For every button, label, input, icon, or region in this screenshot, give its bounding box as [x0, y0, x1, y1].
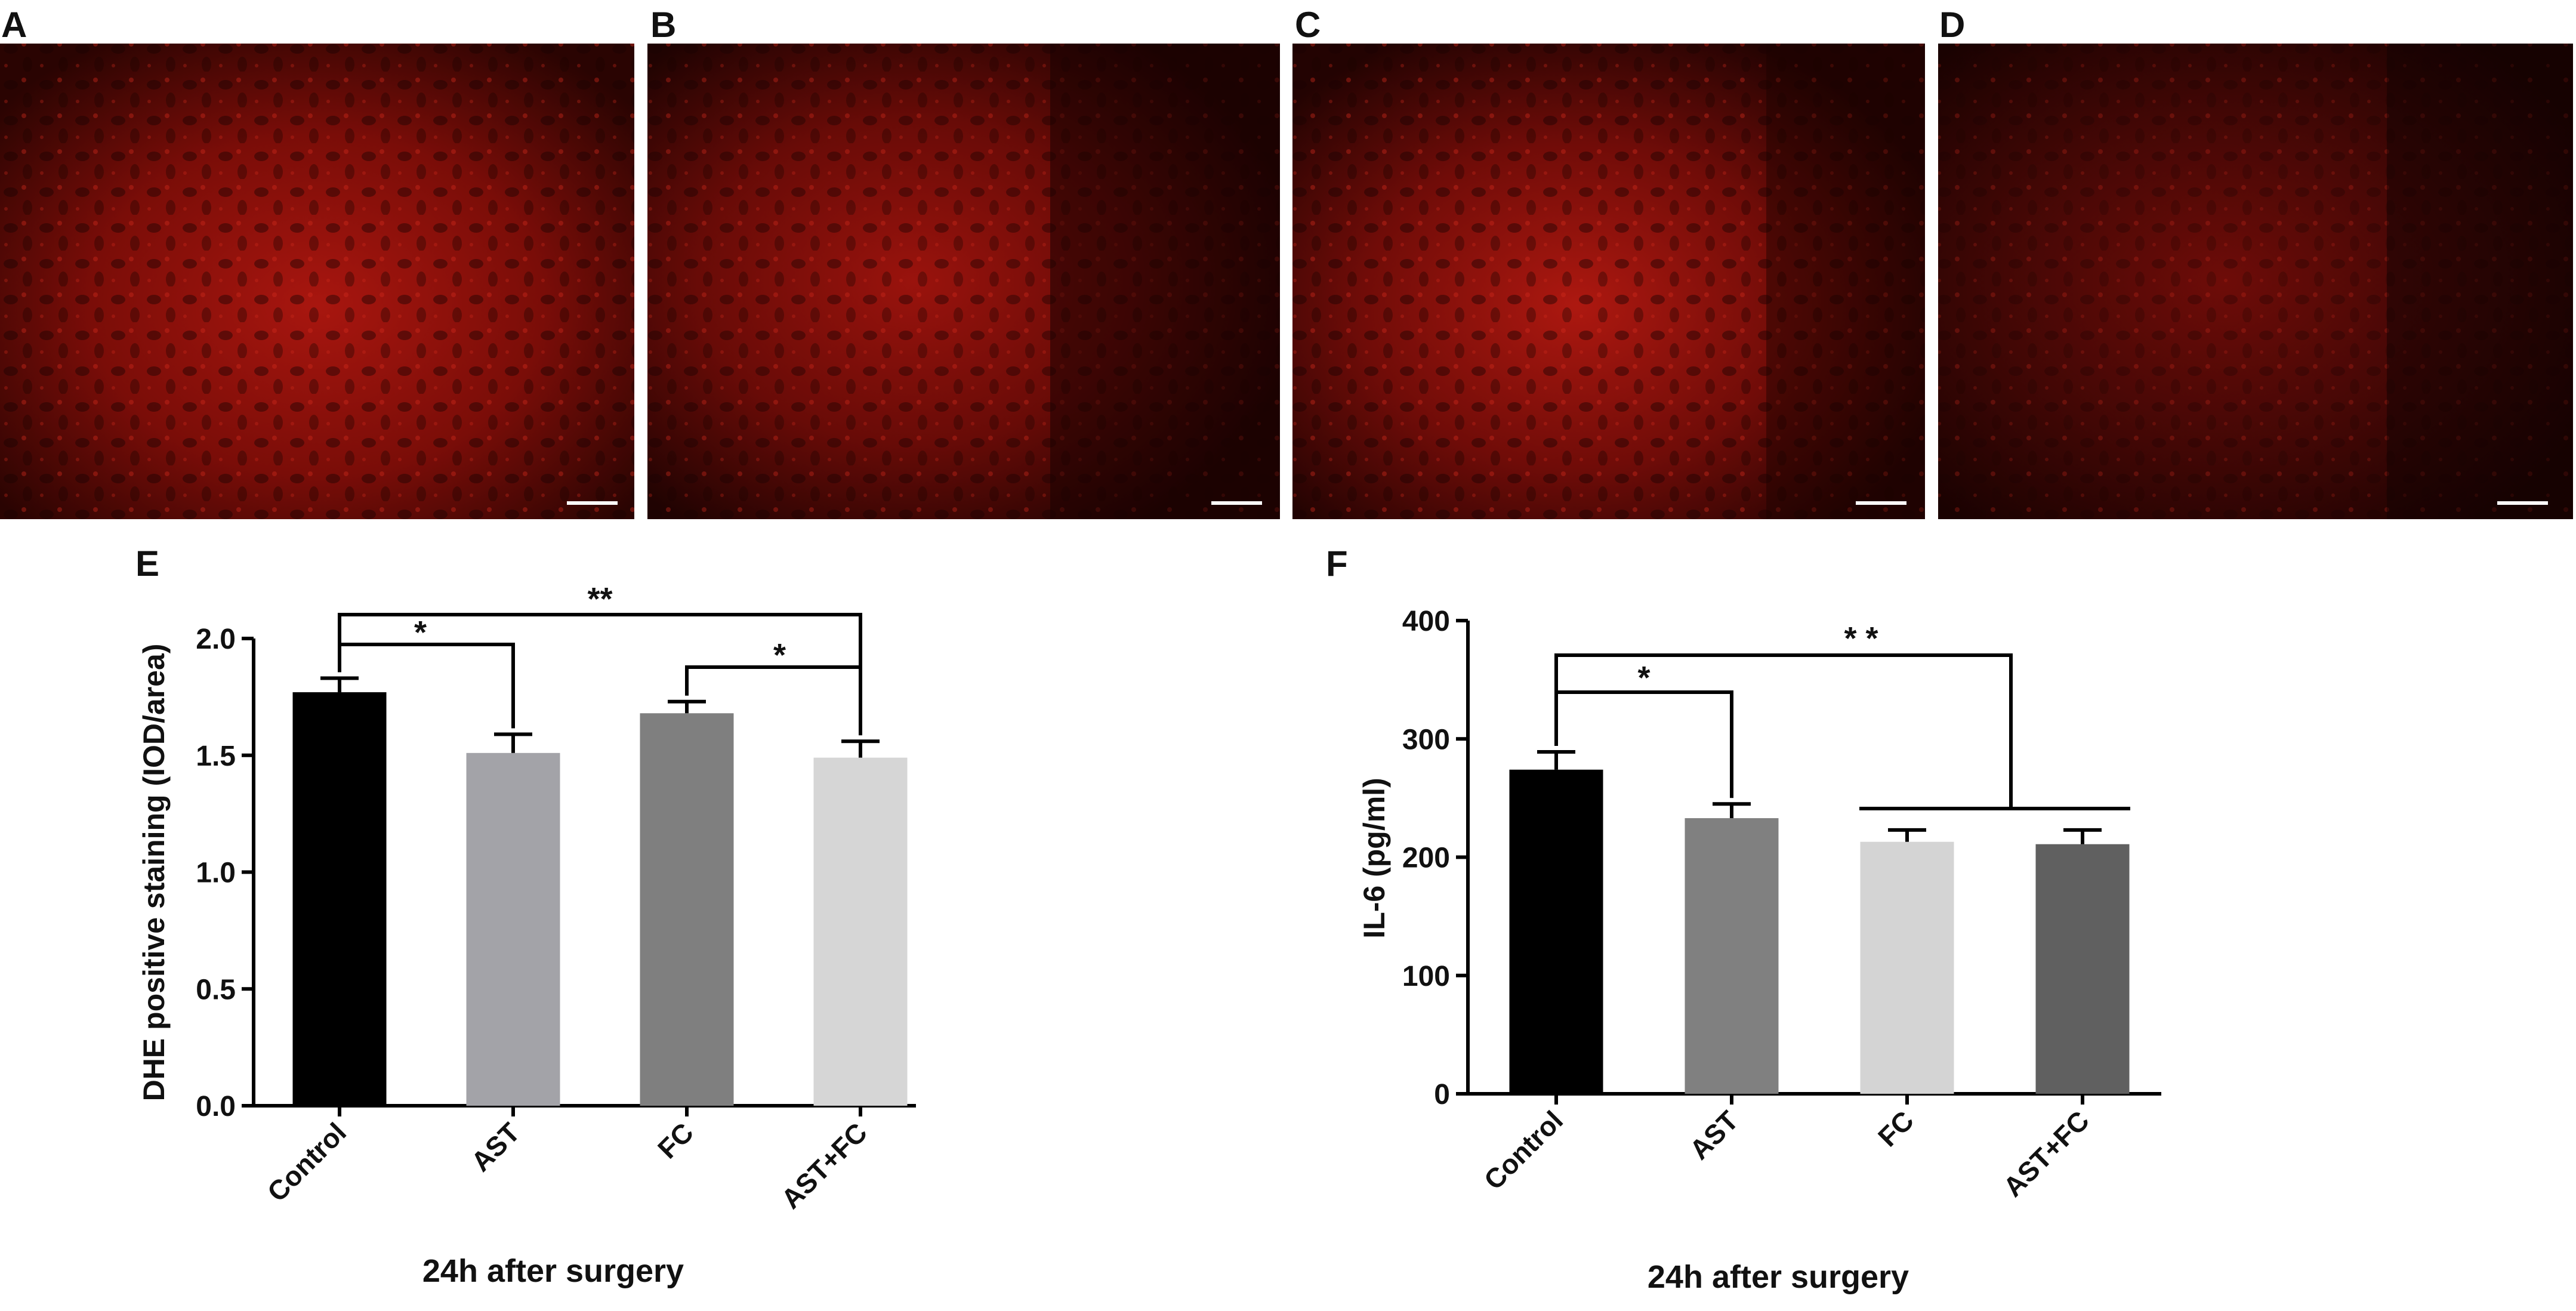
- bar-control: [1509, 769, 1603, 1094]
- category-label: Control: [1478, 1105, 1569, 1195]
- x-axis-title: 24h after surgery: [422, 1253, 684, 1289]
- scale-bar: [2497, 501, 2548, 505]
- category-label: AST: [465, 1116, 526, 1177]
- y-axis-title: DHE positive staining (IOD/area): [137, 644, 171, 1102]
- scale-bar: [567, 501, 618, 505]
- micrograph-panel-a: [0, 44, 634, 519]
- significance-label: *: [773, 637, 786, 673]
- panel-label-b: B: [650, 5, 676, 45]
- micrograph-panel-d: [1938, 44, 2573, 519]
- bar-ast: [1685, 818, 1779, 1094]
- y-tick-label: 1.0: [196, 857, 236, 889]
- significance-label: *: [414, 615, 427, 650]
- significance-bracket: [340, 643, 515, 729]
- scale-bar: [1856, 501, 1906, 505]
- significance-bracket: [685, 665, 860, 696]
- micrograph-panel-c: [1292, 44, 1925, 519]
- scale-bar: [1211, 501, 1262, 505]
- bar-fc: [1860, 841, 1954, 1094]
- category-label: FC: [652, 1116, 699, 1164]
- panel-label-a: A: [1, 5, 27, 45]
- category-label: Control: [261, 1116, 352, 1207]
- y-tick-label: 200: [1402, 843, 1450, 874]
- y-tick-label: 1.5: [196, 741, 236, 772]
- bar-chart-dhe: 0.00.51.01.52.0 Control AST FC AST+FC **** …: [137, 581, 916, 1289]
- significance-label: * *: [1844, 621, 1878, 656]
- y-tick-label: 0: [1434, 1079, 1450, 1111]
- y-tick-label: 300: [1402, 724, 1450, 755]
- bar-ast-fc: [813, 757, 908, 1106]
- y-tick-label: 0.5: [196, 974, 236, 1005]
- category-label: AST+FC: [775, 1116, 873, 1214]
- panel-label-c: C: [1295, 5, 1321, 45]
- y-axis-title: IL-6 (pg/ml): [1358, 778, 1391, 938]
- category-label: AST+FC: [1997, 1105, 2095, 1202]
- category-label: AST: [1683, 1105, 1744, 1165]
- panel-label-d: D: [1939, 5, 1965, 45]
- significance-bracket: [1556, 690, 1733, 798]
- bar-fc: [640, 713, 734, 1106]
- significance-label: **: [587, 581, 612, 617]
- bar-chart-il6: 0 100 200 300 400 Control AST FC AST+FC * * * IL…: [1358, 606, 2161, 1295]
- panel-label-e: E: [135, 544, 159, 584]
- bar-ast-fc: [2035, 844, 2130, 1094]
- x-axis-title: 24h after surgery: [1648, 1259, 1909, 1295]
- bar-control: [292, 692, 387, 1106]
- panel-label-f: F: [1326, 544, 1348, 584]
- y-tick-label: 2.0: [196, 624, 236, 655]
- y-tick-label: 400: [1402, 606, 1450, 637]
- y-tick-label: 100: [1402, 961, 1450, 992]
- significance-label: *: [1637, 660, 1650, 696]
- category-label: FC: [1872, 1105, 1920, 1152]
- bar-ast: [466, 752, 560, 1106]
- y-tick-label: 0.0: [196, 1091, 236, 1122]
- micrograph-panel-b: [647, 44, 1280, 519]
- significance-bracket: [1554, 653, 2013, 809]
